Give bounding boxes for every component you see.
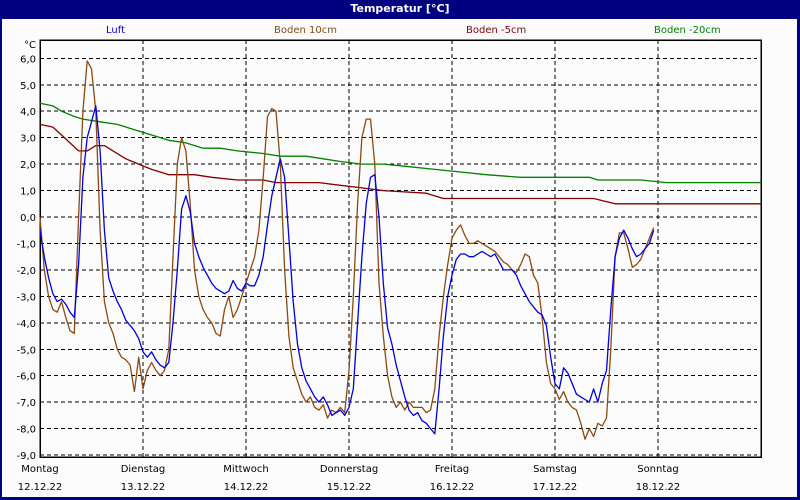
- line-chart: 6,0 5,0 4,0 3,0 2,0 1,0 0,0 -1,0 -2,0 -3,0 -4,0 -5,…: [16, 39, 762, 462]
- y-tick-label: 5,0: [20, 81, 36, 92]
- x-date-label: 18.12.22: [635, 482, 681, 493]
- chart-panel: Luft Boden 10cm Boden -5cm Boden -20cm 6…: [2, 19, 797, 497]
- y-tick-label: -3,0: [16, 292, 36, 303]
- y-tick-label: 1,0: [20, 187, 36, 198]
- x-date-label: 13.12.22: [120, 482, 166, 493]
- legend-boden-5cm: Boden -5cm: [466, 25, 527, 36]
- y-tick-label: 0,0: [20, 213, 36, 224]
- series-boden-10cm: [39, 60, 655, 440]
- y-tick-label: -7,0: [16, 398, 36, 409]
- y-tick-label: -2,0: [16, 266, 36, 277]
- x-day-label: Donnerstag: [319, 464, 379, 475]
- y-tick-label: 3,0: [20, 134, 36, 145]
- y-tick-label: -5,0: [16, 345, 36, 356]
- x-date-label: 12.12.22: [17, 482, 63, 493]
- y-tick-label: 4,0: [20, 107, 36, 118]
- x-day-label: Samstag: [533, 464, 577, 475]
- y-tick-label: -4,0: [16, 319, 36, 330]
- series-boden-20cm: [39, 102, 761, 184]
- x-date-label: 14.12.22: [223, 482, 269, 493]
- legend-boden-10cm: Boden 10cm: [274, 25, 337, 36]
- plot-frame: [39, 39, 762, 458]
- y-tick-label: -1,0: [16, 239, 36, 250]
- y-tick-label: -6,0: [16, 372, 36, 383]
- x-date-label: 16.12.22: [429, 482, 475, 493]
- y-unit-label: °C: [24, 40, 36, 51]
- y-tick-label: 2,0: [20, 160, 36, 171]
- legend-boden-20cm: Boden -20cm: [654, 25, 721, 36]
- x-day-label: Freitag: [434, 464, 470, 475]
- y-tick-label: 6,0: [20, 54, 36, 65]
- series-boden-5cm: [39, 123, 761, 205]
- x-day-label: Dienstag: [120, 464, 166, 475]
- y-tick-label: -9,0: [16, 451, 36, 462]
- x-date-label: 15.12.22: [326, 482, 372, 493]
- x-day-label: Sonntag: [637, 464, 679, 475]
- series-luft: [39, 105, 655, 435]
- x-day-label: Mittwoch: [223, 464, 269, 475]
- window-title: Temperatur [°C]: [350, 2, 450, 15]
- y-tick-label: -8,0: [16, 425, 36, 436]
- legend-luft: Luft: [106, 25, 125, 36]
- x-day-label: Montag: [21, 464, 59, 475]
- x-date-label: 17.12.22: [532, 482, 578, 493]
